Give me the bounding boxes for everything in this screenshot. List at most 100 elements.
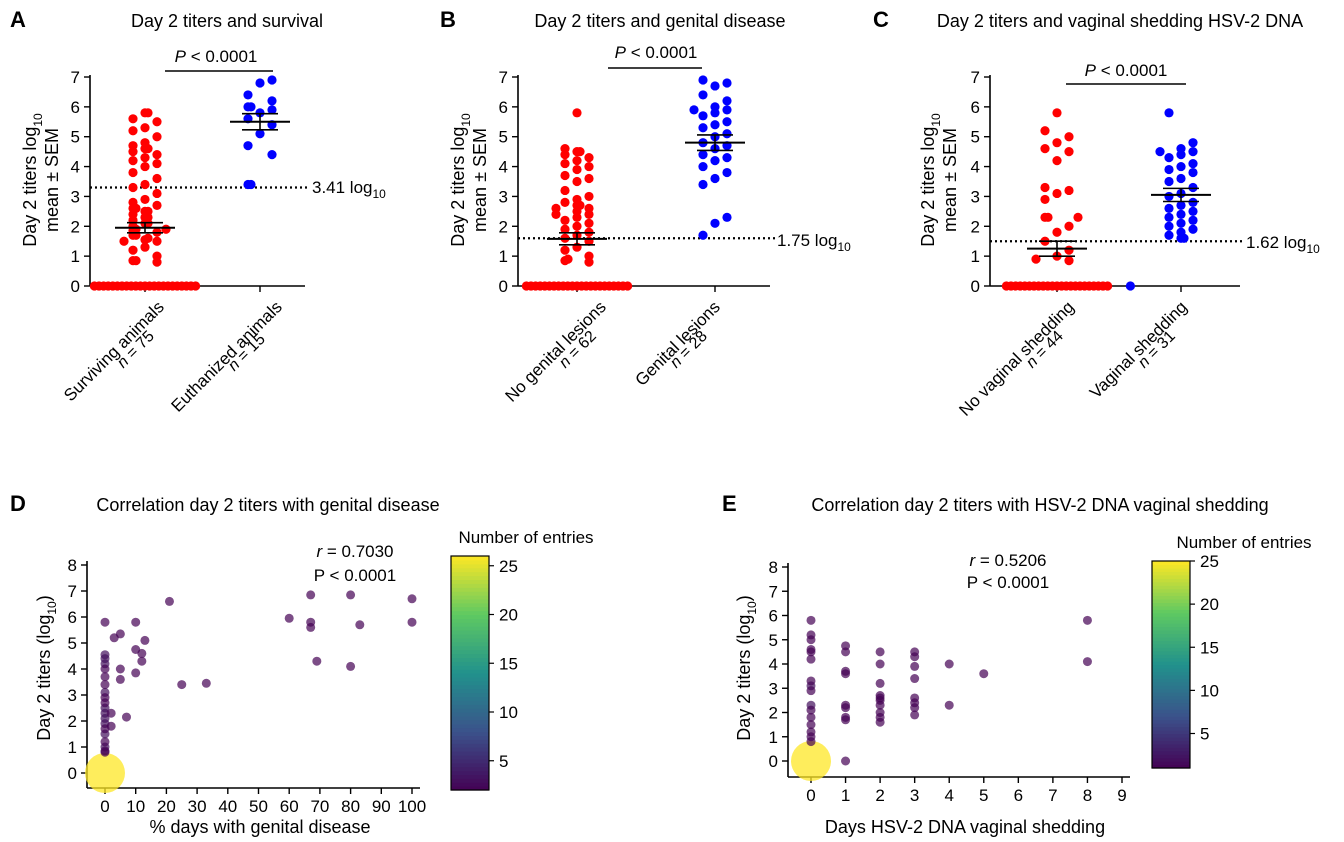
y-tick-label: 4 — [71, 158, 80, 177]
data-point — [698, 123, 708, 133]
colorbar-segment — [1152, 626, 1190, 631]
data-point — [698, 230, 708, 240]
data-point — [152, 173, 162, 184]
data-point — [806, 644, 816, 654]
y-tick-label: 1 — [499, 247, 508, 266]
threshold-text: 1.62 log — [1246, 233, 1307, 252]
data-point — [1043, 212, 1053, 222]
panel-c: C Day 2 titers and vaginal shedding HSV-… — [873, 7, 1320, 420]
panel-d-r-value: r = 0.7030 — [316, 542, 393, 561]
colorbar-segment — [451, 692, 489, 697]
data-point — [106, 721, 116, 731]
data-point — [243, 90, 253, 100]
colorbar-segment — [1152, 736, 1190, 741]
panel-e: E Correlation day 2 titers with HSV-2 DN… — [722, 491, 1312, 837]
x-tick-label: 0 — [100, 797, 109, 816]
y-tick-label: 3 — [769, 679, 778, 698]
y-tick-label: 7 — [971, 68, 980, 87]
data-point — [1040, 144, 1050, 154]
colorbar-segment — [451, 595, 489, 600]
data-point — [128, 197, 138, 207]
data-point — [191, 281, 201, 291]
y-tick-label: 3 — [68, 686, 77, 705]
panel-c-ylabel-line1: Day 2 titers log10 — [918, 113, 943, 247]
x-tick-label: 3 — [910, 786, 919, 805]
data-point — [910, 661, 920, 671]
colorbar-segment — [451, 649, 489, 655]
colorbar-segment — [451, 778, 489, 783]
panel-b-pvalue: P < 0.0001 — [615, 43, 698, 62]
data-point — [584, 153, 594, 163]
panel-b-cat-1: No genital lesions — [501, 297, 609, 405]
data-point — [584, 251, 594, 261]
data-point — [698, 75, 708, 85]
data-point — [255, 129, 265, 139]
data-point — [128, 126, 138, 136]
data-point — [140, 153, 150, 163]
data-point — [806, 705, 816, 715]
data-point — [1164, 164, 1174, 175]
data-point — [137, 656, 147, 666]
colorbar-segment — [1152, 761, 1190, 766]
colorbar-segment — [1152, 726, 1190, 731]
y-tick-label: 0 — [769, 752, 778, 771]
data-point — [1176, 161, 1186, 172]
colorbar-segment — [1152, 654, 1190, 659]
data-point — [710, 156, 720, 166]
p-letter: P — [615, 43, 627, 62]
panel-c-letter: C — [873, 7, 889, 32]
data-point — [710, 120, 720, 130]
data-point — [910, 710, 920, 720]
data-point — [100, 746, 110, 756]
colorbar-segment — [1152, 636, 1190, 641]
data-point — [910, 647, 920, 657]
r-rest: = 0.7030 — [322, 542, 393, 561]
data-point — [267, 150, 277, 160]
data-point — [1164, 153, 1174, 163]
x-tick-label: 90 — [372, 797, 391, 816]
colorbar-segment — [1152, 733, 1190, 738]
data-point — [698, 161, 708, 172]
threshold-text: 1.75 log — [777, 231, 838, 250]
data-point — [143, 206, 153, 216]
x-tick-label: 4 — [944, 786, 953, 805]
data-point — [572, 221, 582, 231]
y-tick-label: 4 — [971, 158, 980, 177]
y-tick-label: 7 — [68, 582, 77, 601]
x-tick-label: 6 — [1014, 786, 1023, 805]
colorbar-segment — [451, 583, 489, 588]
data-point — [140, 635, 150, 645]
colorbar-tick-label: 15 — [499, 654, 518, 673]
data-point — [1164, 108, 1174, 118]
data-point — [806, 630, 816, 640]
colorbar-segment — [451, 622, 489, 627]
colorbar-segment — [1152, 647, 1190, 652]
colorbar-segment — [1152, 750, 1190, 755]
data-point — [407, 594, 417, 604]
panel-c-means — [1027, 187, 1211, 257]
data-point — [584, 218, 594, 228]
colorbar-frame — [450, 555, 490, 791]
y-tick-label: 7 — [769, 582, 778, 601]
colorbar-segment — [451, 618, 489, 623]
data-point — [722, 153, 732, 163]
data-point — [841, 712, 851, 722]
colorbar-segment — [451, 727, 489, 733]
y-tick-label: 2 — [971, 217, 980, 236]
colorbar-segment — [1152, 667, 1190, 672]
threshold-subscript: 10 — [1307, 242, 1321, 256]
data-point — [140, 242, 150, 252]
colorbar-segment — [451, 723, 489, 729]
data-point — [152, 236, 162, 246]
colorbar-segment — [1152, 595, 1190, 600]
colorbar-segment — [451, 563, 489, 569]
x-tick-label: 80 — [341, 797, 360, 816]
colorbar-segment — [1152, 702, 1190, 707]
threshold-text: 3.41 log — [312, 178, 373, 197]
colorbar-segment — [451, 708, 489, 713]
colorbar-segment — [1152, 757, 1190, 762]
colorbar-segment — [1152, 609, 1190, 614]
data-point — [575, 147, 585, 157]
colorbar-segment — [1152, 695, 1190, 700]
